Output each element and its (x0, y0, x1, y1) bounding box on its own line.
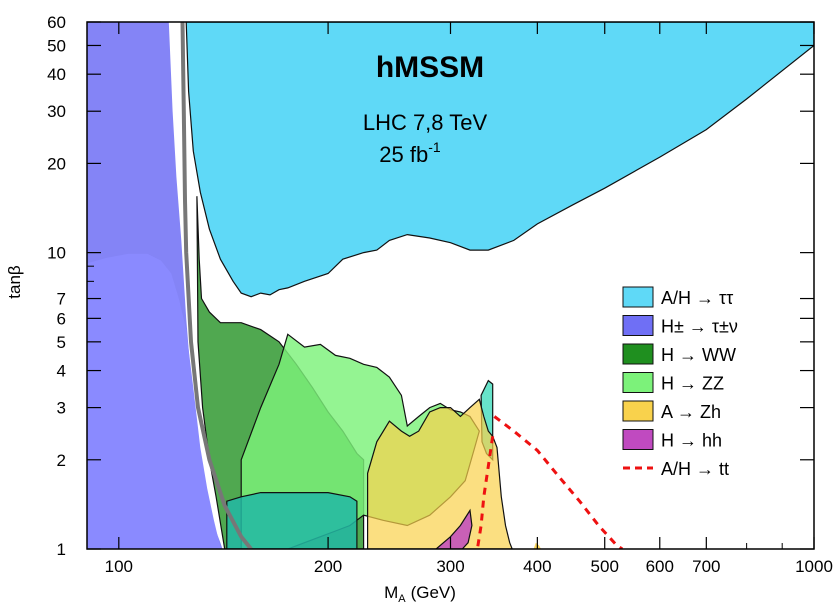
x-axis-label-unit: (GeV) (411, 583, 456, 602)
x-axis-label-sub: A (398, 593, 406, 605)
legend-item-a-h: A/H → ττ (622, 286, 733, 308)
series-h-hh (435, 508, 473, 549)
legend: A/H → ττ H± → τ±ν H → WW H → ZZ A → Zh H → hh… (622, 286, 738, 479)
y-axis-label: tanβ (5, 265, 24, 299)
legend-label: H → ZZ (661, 374, 724, 394)
legend-swatch (622, 429, 654, 450)
legend-item-h-ww: H → WW (622, 343, 736, 365)
series-a-h-tt (493, 415, 624, 549)
x-tick-label: 700 (692, 557, 720, 576)
x-tick-label: 500 (591, 557, 619, 576)
x-tick-label: 200 (314, 557, 342, 576)
y-tick-label: 1 (57, 540, 66, 559)
series-boundary (180, 22, 253, 549)
y-tick-label: 5 (57, 333, 66, 352)
legend-swatch (622, 286, 654, 308)
x-axis-label: MA (GeV) (384, 583, 456, 605)
legend-label: H± → τ±ν (661, 317, 738, 337)
legend-label: H → WW (661, 345, 736, 365)
y-tick-label: 2 (57, 451, 66, 470)
chart-subtitle-luminosity: 25 fb-1 (379, 139, 441, 167)
series-a-zh (367, 398, 513, 549)
y-tick-label: 60 (47, 13, 66, 32)
series-h-low (87, 253, 222, 549)
x-tick-label: 400 (523, 557, 551, 576)
legend-swatch (622, 372, 654, 393)
series-h-ww-zz-low-tan (226, 492, 358, 549)
y-tick-label: 10 (47, 244, 66, 263)
tick-layer: 100 200 300 400 500 600 700 1000 1 2 3 4 5 67 10 20 30 40… (47, 13, 833, 576)
x-tick-label: 300 (436, 557, 464, 576)
legend-item-a-h-tt: A/H → tt (623, 459, 729, 479)
luminosity-value: 25 fb (379, 142, 428, 167)
y-tick-label: 50 (47, 36, 66, 55)
series-layer (87, 22, 814, 549)
x-tick-label: 600 (646, 557, 674, 576)
legend-label: A/H → tt (661, 459, 729, 479)
legend-swatch (622, 400, 654, 422)
legend-swatch (622, 343, 654, 365)
y-tick-label: 7 (57, 290, 66, 309)
legend-item-a-zh: A → Zh (622, 400, 721, 422)
legend-item-h-zz: H → ZZ (622, 372, 724, 394)
series-a-h-tt-left (475, 436, 495, 549)
legend-label: H → hh (661, 431, 722, 451)
legend-item-h: H± → τ±ν (622, 315, 738, 337)
x-tick-label: 1000 (795, 557, 833, 576)
x-tick-label: 100 (105, 557, 133, 576)
y-tick-label: 30 (47, 102, 66, 121)
legend-label: A → Zh (661, 402, 721, 422)
chart-subtitle-energy: LHC 7,8 TeV (363, 110, 488, 135)
luminosity-exponent: -1 (428, 139, 441, 155)
legend-item-h-hh: H → hh (622, 429, 722, 451)
chart-title: hMSSM (376, 51, 484, 84)
legend-label: A/H → ττ (661, 288, 733, 308)
x-axis-label-main: M (384, 583, 398, 602)
plot-area (87, 22, 814, 549)
y-tick-label: 40 (47, 65, 66, 84)
y-tick-label: 3 (57, 399, 66, 418)
series-a-h (185, 22, 814, 298)
y-tick-label: 4 (57, 362, 66, 381)
y-tick-label: 20 (47, 154, 66, 173)
legend-swatch (622, 315, 654, 336)
y-tick-label: 6 (57, 309, 66, 328)
